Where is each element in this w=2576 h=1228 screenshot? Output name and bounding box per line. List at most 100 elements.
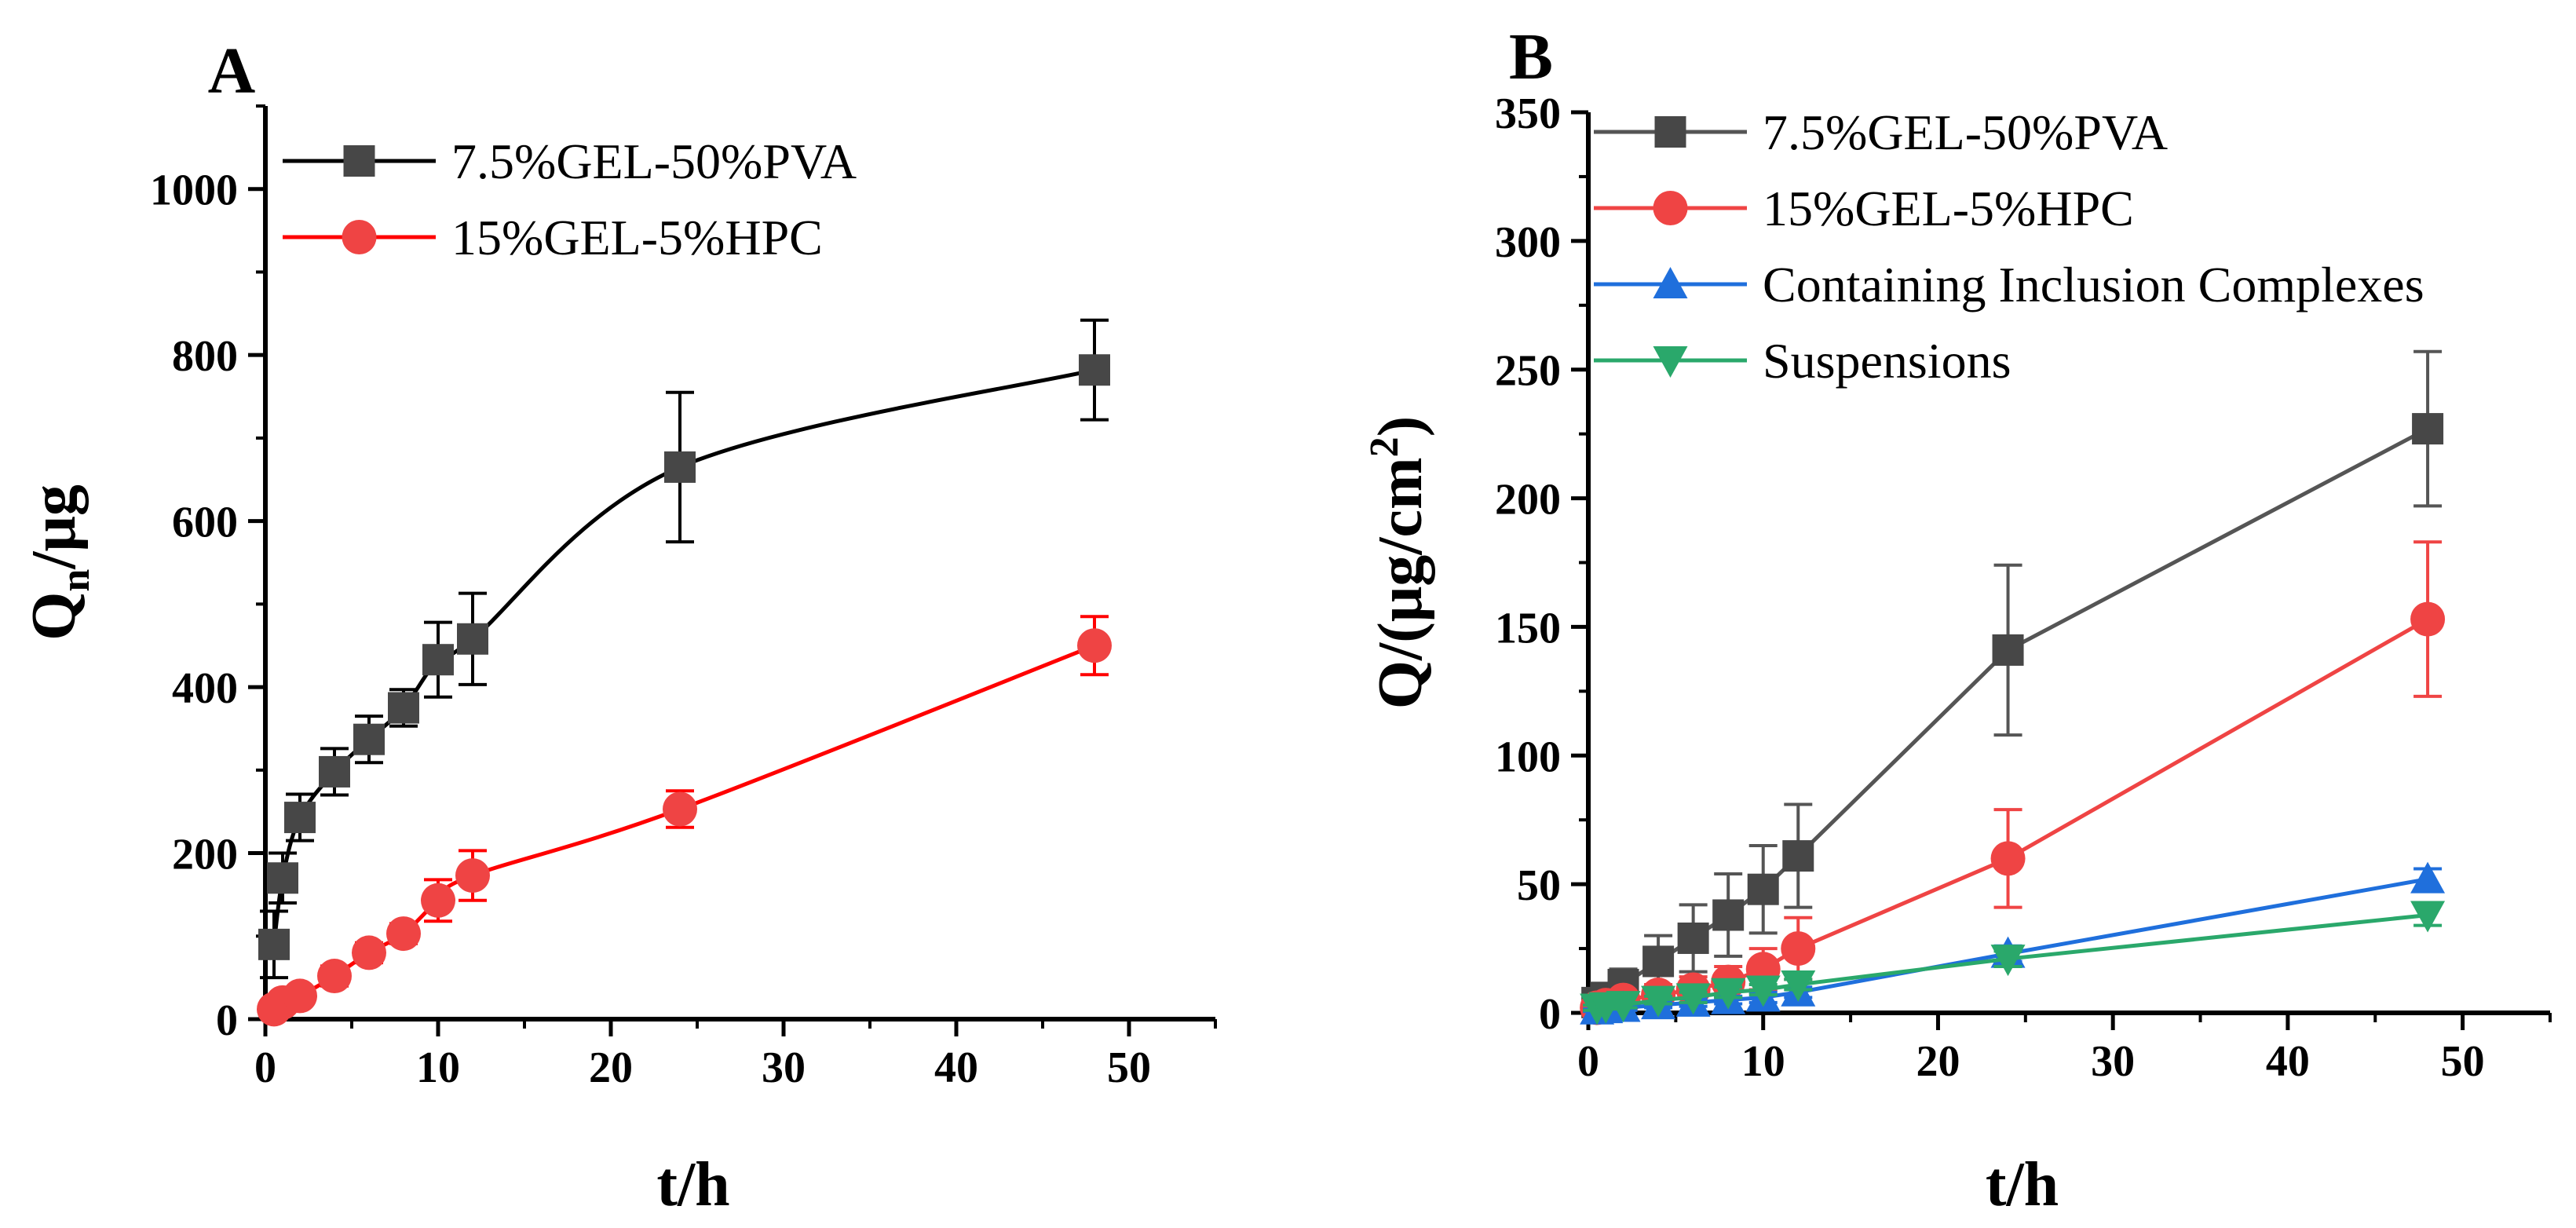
y-axis-label-rest: /μg xyxy=(20,484,89,570)
data-point xyxy=(2410,901,2446,933)
y-tick-label: 100 xyxy=(1495,733,1561,781)
data-point xyxy=(1077,628,1112,663)
data-point xyxy=(1747,873,1779,905)
data-point xyxy=(1781,931,1816,967)
data-point xyxy=(2412,413,2444,445)
data-point xyxy=(1992,634,2024,666)
panel-a: A 0 10 20 30 40 50 0 200 400 600 800 1000 t/h Qn/μg 7.5… xyxy=(20,35,1217,1219)
y-tick-label: 300 xyxy=(1495,218,1561,267)
data-point xyxy=(1711,978,1746,1010)
data-point xyxy=(1675,983,1711,1015)
data-point xyxy=(284,802,316,834)
series-1 xyxy=(258,318,1110,980)
x-tick-label: 50 xyxy=(2441,1037,2485,1086)
legend-label: Suspensions xyxy=(1763,333,2011,389)
y-tick-label: 0 xyxy=(216,996,238,1045)
data-point xyxy=(319,755,350,788)
data-point xyxy=(2410,601,2446,637)
x-tick-label: 0 xyxy=(254,1043,276,1092)
y-tick-label: 0 xyxy=(1539,990,1561,1039)
legend-entry: 7.5%GEL-50%PVA xyxy=(1594,104,2168,160)
y-axis-label-sup: 2 xyxy=(1362,437,1407,457)
data-point xyxy=(663,791,697,827)
x-tick-label: 30 xyxy=(762,1043,806,1092)
data-point xyxy=(1781,970,1816,1002)
legend-marker xyxy=(1653,191,1688,225)
x-tick-label: 40 xyxy=(934,1043,978,1092)
legend-entry: 7.5%GEL-50%PVA xyxy=(283,133,857,189)
x-axis-label: t/h xyxy=(1986,1150,2059,1219)
legend-label: 7.5%GEL-50%PVA xyxy=(451,133,857,189)
data-point xyxy=(1745,975,1781,1007)
data-point xyxy=(1641,985,1676,1018)
data-point xyxy=(1606,991,1641,1023)
legend-label: Containing Inclusion Complexes xyxy=(1763,257,2424,312)
legend-label: 15%GEL-5%HPC xyxy=(1763,181,2134,236)
data-point xyxy=(1990,841,2026,876)
series-3 xyxy=(1580,861,2446,1025)
panel-label: A xyxy=(208,35,256,108)
legend-entry: 15%GEL-5%HPC xyxy=(1594,181,2134,236)
legend-label: 15%GEL-5%HPC xyxy=(451,210,823,265)
y-axis-label-rest: ) xyxy=(1366,416,1435,437)
data-point xyxy=(1079,354,1110,386)
y-tick-label: 200 xyxy=(172,831,238,879)
legend-marker xyxy=(1653,267,1688,298)
y-tick-label: 250 xyxy=(1495,347,1561,396)
data-point xyxy=(664,451,696,483)
x-tick-label: 50 xyxy=(1107,1043,1151,1092)
y-tick-label: 400 xyxy=(172,664,238,713)
x-tick-label: 10 xyxy=(1741,1037,1785,1086)
y-tick-label: 600 xyxy=(172,499,238,547)
x-tick-label: 40 xyxy=(2266,1037,2310,1086)
data-point xyxy=(258,928,290,960)
y-axis-label-base: Q xyxy=(20,592,89,641)
data-point xyxy=(388,692,419,724)
data-point xyxy=(1782,840,1814,872)
legend-marker xyxy=(1653,346,1688,378)
y-tick-label: 50 xyxy=(1517,861,1561,910)
data-point xyxy=(421,883,455,918)
legend-marker xyxy=(343,145,375,177)
x-axis-label: t/h xyxy=(656,1150,729,1219)
legend-entry: 15%GEL-5%HPC xyxy=(283,210,823,265)
x-tick-label: 30 xyxy=(2091,1037,2135,1086)
legend-label: 7.5%GEL-50%PVA xyxy=(1763,104,2168,160)
legend-marker xyxy=(1654,116,1686,148)
y-tick-label: 800 xyxy=(172,332,238,381)
y-tick-label: 350 xyxy=(1495,90,1561,138)
y-tick-label: 200 xyxy=(1495,476,1561,524)
data-point xyxy=(317,959,352,994)
data-point xyxy=(1990,945,2026,977)
y-axis-label: Q/(μg/cm2) xyxy=(1362,416,1435,709)
data-point xyxy=(422,644,454,676)
data-point xyxy=(283,978,317,1014)
y-axis-label-base: Q/(μg/cm xyxy=(1366,457,1435,709)
x-tick-label: 20 xyxy=(589,1043,633,1092)
panel-b: B 0 10 20 30 40 50 0 50 100 150 200 250 300 350 t/h Q/(μ… xyxy=(1362,20,2552,1219)
data-point xyxy=(1677,922,1709,954)
data-point xyxy=(1642,945,1675,978)
y-tick-label: 1000 xyxy=(150,166,238,215)
panel-label: B xyxy=(1509,20,1553,93)
legend-entry: Containing Inclusion Complexes xyxy=(1594,257,2424,312)
series-2 xyxy=(257,615,1112,1027)
data-point xyxy=(457,623,488,655)
y-axis-label: Qn/μg xyxy=(20,484,98,641)
data-point xyxy=(353,723,385,755)
data-point xyxy=(455,858,490,894)
series-4 xyxy=(1580,901,2446,1025)
data-point xyxy=(352,935,386,970)
data-point xyxy=(1712,899,1745,931)
data-point xyxy=(386,916,421,952)
legend-marker xyxy=(342,220,377,254)
x-tick-label: 0 xyxy=(1577,1037,1599,1086)
x-tick-label: 10 xyxy=(416,1043,460,1092)
y-axis-label-sub: n xyxy=(53,569,98,592)
data-point xyxy=(2410,861,2446,894)
x-tick-label: 20 xyxy=(1916,1037,1960,1086)
legend-entry: Suspensions xyxy=(1594,333,2011,389)
data-point xyxy=(267,862,298,894)
y-tick-label: 150 xyxy=(1495,604,1561,652)
